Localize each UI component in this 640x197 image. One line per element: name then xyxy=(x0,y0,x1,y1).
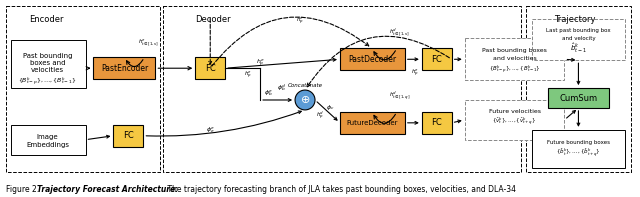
Bar xyxy=(465,38,564,80)
Text: Future velocities: Future velocities xyxy=(488,109,541,114)
Text: Last past bounding box: Last past bounding box xyxy=(546,28,611,33)
Text: $\{\hat{v}^k_t\},\ldots,\{\hat{v}^k_{t+q}\}$: $\{\hat{v}^k_t\},\ldots,\{\hat{v}^k_{t+q… xyxy=(492,116,537,128)
Text: PastDecoder: PastDecoder xyxy=(348,55,396,64)
Text: Trajectory: Trajectory xyxy=(554,15,596,24)
Text: $\oplus$: $\oplus$ xyxy=(300,95,310,105)
Text: FutureDecoder: FutureDecoder xyxy=(346,120,397,126)
Text: $h^e_p$: $h^e_p$ xyxy=(244,69,252,80)
Text: $h^d_p$: $h^d_p$ xyxy=(316,110,324,122)
Bar xyxy=(532,19,625,60)
Bar xyxy=(93,57,156,79)
Text: PastEncoder: PastEncoder xyxy=(101,64,148,73)
Text: $h^d_{t\in[1,s]}$: $h^d_{t\in[1,s]}$ xyxy=(389,27,410,38)
Bar xyxy=(422,48,452,70)
Text: $\phi^d_b$: $\phi^d_b$ xyxy=(277,83,287,93)
Text: $\{B^k_{t-p}\},\ldots,\{B^k_{t-1}\}$: $\{B^k_{t-p}\},\ldots,\{B^k_{t-1}\}$ xyxy=(19,76,77,88)
Bar xyxy=(11,125,86,155)
Text: Image: Image xyxy=(36,134,58,140)
Bar xyxy=(465,100,564,140)
Bar xyxy=(422,112,452,134)
Text: $\phi_c$: $\phi_c$ xyxy=(326,103,334,112)
Text: $h^d_{t\in[1,q]}$: $h^d_{t\in[1,q]}$ xyxy=(389,90,411,102)
Text: $h^e_{t\in[1,s]}$: $h^e_{t\in[1,s]}$ xyxy=(138,37,159,48)
Text: Decoder: Decoder xyxy=(195,15,231,24)
Text: Future bounding boxes: Future bounding boxes xyxy=(547,140,610,145)
Text: $\phi^e_b$: $\phi^e_b$ xyxy=(264,88,273,98)
Text: Past bounding: Past bounding xyxy=(23,53,72,59)
Bar xyxy=(340,48,405,70)
Text: Past bounding boxes: Past bounding boxes xyxy=(482,48,547,53)
Bar xyxy=(525,6,631,173)
Bar xyxy=(6,6,161,173)
Text: $h^e_p$: $h^e_p$ xyxy=(296,15,304,26)
Text: $h^e_p$: $h^e_p$ xyxy=(256,57,264,68)
Text: Encoder: Encoder xyxy=(29,15,63,24)
Text: velocities: velocities xyxy=(31,67,64,73)
Bar xyxy=(340,112,405,134)
Text: $\phi^e_e$: $\phi^e_e$ xyxy=(205,125,215,135)
Bar xyxy=(11,40,86,88)
Text: $h^e_p$: $h^e_p$ xyxy=(411,67,419,78)
Text: Figure 2.: Figure 2. xyxy=(6,185,39,194)
Text: $\{B^k_{t-p}\},\ldots,\{B^k_{t-1}\}$: $\{B^k_{t-p}\},\ldots,\{B^k_{t-1}\}$ xyxy=(489,64,540,76)
Text: $\{\hat{b}^k_t\},\ldots,\{\hat{b}^k_{t+q}\}$: $\{\hat{b}^k_t\},\ldots,\{\hat{b}^k_{t+q… xyxy=(556,146,601,159)
Text: FC: FC xyxy=(123,131,134,140)
Bar xyxy=(113,125,143,147)
Text: FC: FC xyxy=(431,55,442,64)
Text: The trajectory forecasting branch of JLA takes past bounding boxes, velocities, : The trajectory forecasting branch of JLA… xyxy=(165,185,516,194)
Text: CumSum: CumSum xyxy=(559,94,598,102)
Text: and velocities: and velocities xyxy=(493,56,536,61)
Bar xyxy=(195,57,225,79)
Bar xyxy=(532,130,625,167)
Text: FC: FC xyxy=(205,64,216,73)
Text: boxes and: boxes and xyxy=(30,60,65,66)
Text: Trajectory Forecast Architecture:: Trajectory Forecast Architecture: xyxy=(36,185,178,194)
Bar xyxy=(547,88,609,108)
Text: $\hat{b}^k_{t-1}$: $\hat{b}^k_{t-1}$ xyxy=(570,42,587,55)
Text: FC: FC xyxy=(431,118,442,127)
Text: Embeddings: Embeddings xyxy=(26,142,69,148)
Bar xyxy=(163,6,520,173)
Circle shape xyxy=(295,90,315,110)
Text: Concatenate: Concatenate xyxy=(287,83,323,88)
Text: and velocity: and velocity xyxy=(562,36,595,41)
